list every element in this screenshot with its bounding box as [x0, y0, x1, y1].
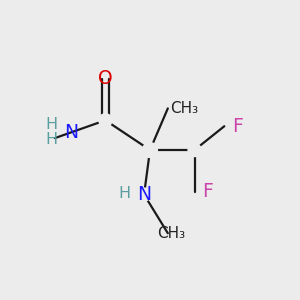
Text: H: H [119, 186, 131, 201]
Text: CH₃: CH₃ [170, 101, 198, 116]
Circle shape [188, 143, 201, 157]
Text: H: H [46, 117, 58, 132]
Text: O: O [98, 69, 113, 88]
Text: H: H [46, 132, 58, 147]
Circle shape [99, 114, 112, 127]
Text: F: F [232, 117, 243, 136]
Circle shape [137, 188, 151, 201]
Circle shape [142, 142, 158, 158]
Text: F: F [202, 182, 213, 201]
Text: N: N [137, 185, 151, 204]
Text: CH₃: CH₃ [157, 226, 185, 241]
Text: N: N [64, 123, 78, 142]
